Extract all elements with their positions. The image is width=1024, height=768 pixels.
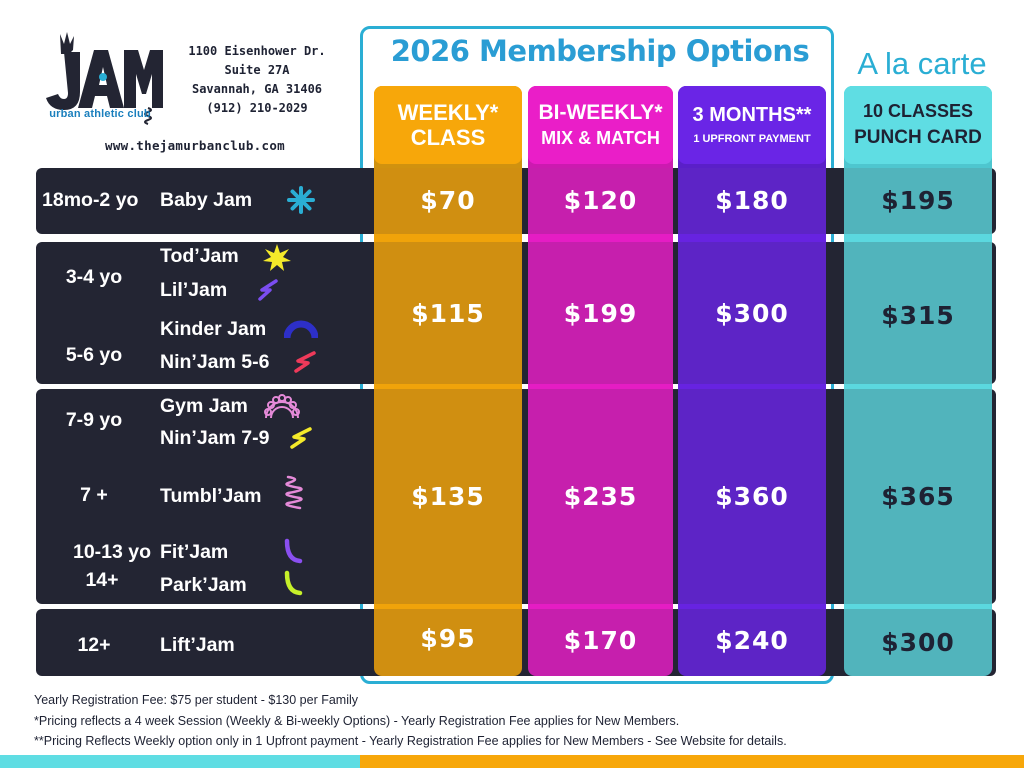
three-months-header: 3 MONTHS** 1 UPFRONT PAYMENT — [678, 86, 826, 164]
weekly-column-overlay — [374, 168, 522, 676]
program-label: Fit’Jam — [160, 541, 229, 563]
age-label: 18mo-2 yo — [42, 189, 139, 211]
biweekly-column-overlay — [528, 168, 673, 676]
program-label: Nin’Jam 7-9 — [160, 427, 270, 449]
three-months-header-line2: 1 UPFRONT PAYMENT — [693, 133, 811, 146]
price-punch-card: $300 — [881, 628, 955, 657]
address-line: Suite 27A — [224, 63, 290, 77]
price-three-months: $300 — [715, 299, 789, 328]
address-line: 1100 Eisenhower Dr. — [188, 44, 326, 58]
membership-options-title: 2026 Membership Options — [390, 34, 810, 68]
age-label: 5-6 yo — [65, 344, 123, 366]
age-label: 7 + — [80, 484, 108, 506]
weekly-pricing-note: *Pricing reflects a 4 week Session (Week… — [34, 713, 680, 728]
footer-bar-gold — [360, 755, 1024, 768]
logo-tagline: urban athletic club — [49, 108, 151, 120]
lightning-icon — [294, 351, 316, 373]
price-weekly: $135 — [411, 482, 485, 511]
price-punch-card: $195 — [881, 186, 955, 215]
asterisk-burst-icon — [287, 186, 315, 214]
rainbow-icon — [264, 394, 300, 419]
price-biweekly: $199 — [563, 299, 638, 328]
footnotes: Yearly Registration Fee: $75 per student… — [34, 690, 787, 752]
price-three-months: $240 — [715, 626, 789, 655]
age-label: 7-9 yo — [65, 409, 123, 431]
program-label: Park’Jam — [160, 574, 247, 596]
program-label: Lil’Jam — [160, 279, 228, 301]
three-months-column-overlay — [678, 168, 826, 676]
price-three-months: $180 — [715, 186, 789, 215]
program-label: Kinder Jam — [160, 318, 267, 340]
price-weekly: $95 — [420, 624, 476, 653]
weekly-header: WEEKLY* CLASS — [374, 86, 522, 164]
punch-card-header: 10 CLASSES PUNCH CARD — [844, 86, 992, 164]
price-weekly: $70 — [420, 186, 476, 215]
lightning-icon — [258, 279, 278, 301]
punch-card-column-overlay — [844, 168, 992, 676]
price-three-months: $360 — [715, 482, 789, 511]
jam-logo — [46, 32, 163, 125]
address-line: Savannah, GA 31406 — [191, 82, 323, 96]
price-weekly: $115 — [411, 299, 485, 328]
weekly-header-line1: WEEKLY* — [397, 99, 499, 125]
program-label: Tod’Jam — [160, 245, 239, 267]
upfront-pricing-note: **Pricing Reflects Weekly option only in… — [34, 734, 787, 748]
age-label: 10-13 yo — [72, 541, 152, 563]
program-label: Baby Jam — [160, 189, 253, 211]
biweekly-header: BI-WEEKLY* MIX & MATCH — [528, 86, 673, 164]
price-punch-card: $315 — [881, 301, 955, 330]
punch-card-header-line2: PUNCH CARD — [854, 127, 982, 149]
program-label: Gym Jam — [160, 395, 248, 417]
sun-burst-icon — [263, 244, 291, 271]
price-biweekly: $170 — [563, 626, 638, 655]
curve-icon — [284, 538, 303, 564]
age-label: 12+ — [77, 634, 111, 656]
phone-number: (912) 210-2029 — [206, 101, 308, 115]
registration-fee-note: Yearly Registration Fee: $75 per student… — [34, 693, 359, 707]
program-label: Lift’Jam — [160, 634, 235, 656]
alacarte-title: A la carte — [857, 46, 987, 81]
program-label: Nin’Jam 5-6 — [160, 351, 270, 373]
spring-icon — [285, 475, 303, 510]
biweekly-header-line1: BI-WEEKLY* — [538, 101, 663, 125]
price-punch-card: $365 — [881, 482, 955, 511]
curve-icon — [284, 570, 303, 596]
footer-bar-teal — [0, 755, 360, 768]
biweekly-header-line2: MIX & MATCH — [541, 128, 660, 149]
lightning-icon — [290, 427, 312, 449]
program-label: Tumbl’Jam — [160, 485, 262, 507]
punch-card-header-line1: 10 CLASSES — [862, 100, 974, 121]
three-months-header-line1: 3 MONTHS** — [692, 104, 812, 127]
arch-icon — [284, 320, 318, 339]
address-block: 1100 Eisenhower Dr. Suite 27A Savannah, … — [172, 42, 342, 118]
weekly-header-line2: CLASS — [410, 125, 486, 150]
price-biweekly: $235 — [563, 482, 638, 511]
price-biweekly: $120 — [563, 186, 638, 215]
website-link[interactable]: www.thejamurbanclub.com — [105, 138, 285, 153]
age-label: 3-4 yo — [65, 266, 123, 288]
age-label: 14+ — [85, 569, 119, 591]
